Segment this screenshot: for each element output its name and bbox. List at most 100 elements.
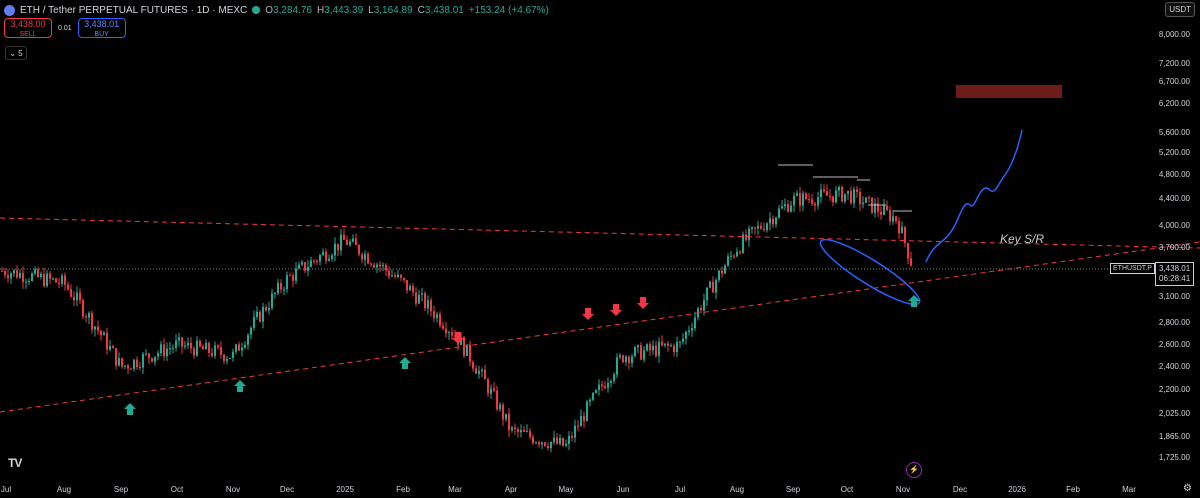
- candle-body: [40, 273, 42, 277]
- candle-body: [103, 332, 105, 336]
- arrow-down-icon: [610, 304, 622, 316]
- indicators-toggle[interactable]: ⌄ 5: [5, 46, 27, 60]
- candle-body: [19, 272, 21, 278]
- candle-body: [475, 368, 477, 374]
- candle-body: [676, 342, 678, 353]
- candle-body: [295, 268, 297, 281]
- candle-body: [358, 244, 360, 255]
- candle-body: [343, 234, 345, 240]
- candle-body: [31, 273, 33, 281]
- key-sr-annotation[interactable]: Key S/R: [1000, 232, 1045, 246]
- price-tick: 1,865.00: [1158, 432, 1190, 441]
- candle-body: [85, 316, 87, 318]
- time-tick: Dec: [279, 485, 295, 494]
- candle-body: [619, 355, 621, 358]
- candle-body: [382, 264, 384, 267]
- symbol-title[interactable]: ETH / Tether PERPETUAL FUTURES · 1D · ME…: [20, 4, 248, 16]
- candle-body: [307, 266, 309, 271]
- candle-body: [691, 328, 693, 331]
- candle-body: [655, 345, 657, 357]
- candle-body: [256, 311, 258, 318]
- candle-body: [868, 197, 870, 199]
- candle-body: [481, 369, 483, 371]
- candle-body: [847, 190, 849, 194]
- candle-body: [361, 254, 363, 260]
- candle-body: [700, 308, 702, 311]
- sell-button[interactable]: 3,438.00 SELL: [4, 18, 52, 38]
- candle-body: [121, 358, 123, 367]
- candle-body: [4, 271, 6, 276]
- last-price-label: 3,438.01 06:28:41: [1155, 262, 1195, 286]
- candle-body: [55, 278, 57, 283]
- candle-body: [145, 353, 147, 355]
- candle-body: [718, 270, 720, 281]
- candle-body: [856, 189, 858, 192]
- arrow-down-icon: [452, 332, 464, 344]
- candle-body: [607, 382, 609, 388]
- candle-body: [577, 425, 579, 427]
- flash-icon[interactable]: ⚡: [906, 462, 922, 478]
- candle-body: [397, 274, 399, 278]
- candle-body: [484, 369, 486, 380]
- candle-body: [889, 209, 891, 222]
- price-tick: 2,800.00: [1158, 318, 1190, 327]
- candle-body: [604, 386, 606, 388]
- time-tick: Sep: [785, 485, 801, 494]
- candle-body: [805, 193, 807, 200]
- candle-body: [277, 282, 279, 294]
- candle-body: [340, 234, 342, 251]
- time-tick: Feb: [1066, 485, 1080, 494]
- candle-body: [415, 292, 417, 304]
- currency-selector[interactable]: USDT: [1165, 2, 1195, 17]
- candle-body: [355, 238, 357, 245]
- candle-body: [643, 350, 645, 360]
- candle-body: [58, 282, 60, 284]
- gear-icon[interactable]: ⚙: [1183, 483, 1192, 494]
- candle-body: [796, 193, 798, 196]
- candle-body: [703, 300, 705, 311]
- time-tick: Sep: [113, 485, 129, 494]
- candle-body: [754, 227, 756, 229]
- price-tick: 3,100.00: [1158, 292, 1190, 301]
- candle-body: [178, 337, 180, 341]
- buy-label: BUY: [94, 31, 109, 38]
- eth-icon: [4, 4, 15, 16]
- candle-body: [493, 388, 495, 391]
- candle-body: [136, 359, 138, 368]
- candle-body: [244, 344, 246, 348]
- candle-body: [613, 374, 615, 381]
- candle-body: [91, 313, 93, 330]
- candle-body: [526, 430, 528, 432]
- candle-body: [733, 255, 735, 257]
- chart-header: ETH / Tether PERPETUAL FUTURES · 1D · ME…: [4, 3, 549, 17]
- candle-body: [574, 425, 576, 438]
- open-label: O: [265, 4, 274, 16]
- high-label: H: [316, 4, 325, 16]
- candle-body: [751, 227, 753, 229]
- price-tick: 2,200.00: [1158, 385, 1190, 394]
- candle-body: [298, 264, 300, 269]
- candle-body: [1, 270, 3, 272]
- candle-body: [286, 275, 288, 290]
- candle-body: [511, 427, 513, 431]
- sell-price: 3,438.00: [10, 19, 46, 29]
- candle-body: [211, 352, 213, 357]
- candle-body: [520, 429, 522, 433]
- candle-body: [706, 287, 708, 301]
- buy-button[interactable]: 3,438.01 BUY: [77, 18, 126, 38]
- price-tick: 2,600.00: [1158, 340, 1190, 349]
- candle-body: [139, 367, 141, 369]
- candle-body: [112, 346, 114, 349]
- candle-body: [598, 384, 600, 391]
- candle-body: [787, 204, 789, 212]
- candle-body: [160, 344, 162, 354]
- candle-body: [37, 269, 39, 277]
- candle-body: [586, 401, 588, 422]
- candle-body: [535, 442, 537, 444]
- tradingview-logo[interactable]: TV: [8, 456, 22, 470]
- candle-body: [388, 270, 390, 277]
- candle-body: [712, 281, 714, 293]
- time-tick: Jul: [674, 485, 686, 494]
- candle-body: [727, 256, 729, 266]
